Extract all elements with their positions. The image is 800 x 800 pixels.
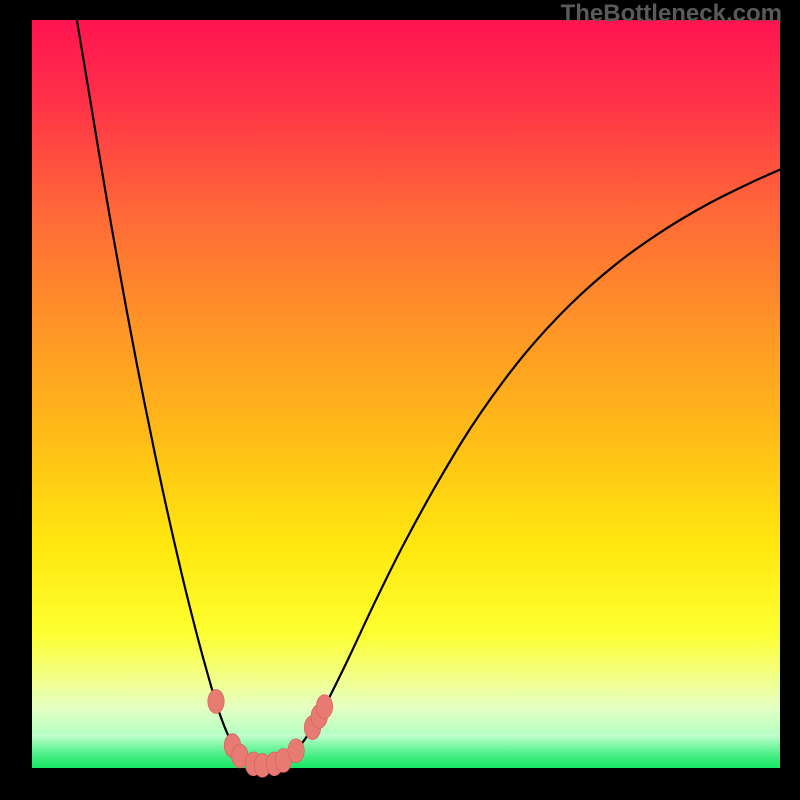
curve-layer bbox=[32, 20, 780, 768]
data-marker bbox=[288, 739, 304, 763]
v-curve-path bbox=[77, 20, 780, 766]
data-marker bbox=[208, 689, 224, 713]
watermark-text: TheBottleneck.com bbox=[561, 0, 782, 28]
data-marker bbox=[316, 695, 332, 719]
plot-area bbox=[32, 20, 780, 768]
chart-frame: TheBottleneck.com bbox=[0, 0, 800, 800]
